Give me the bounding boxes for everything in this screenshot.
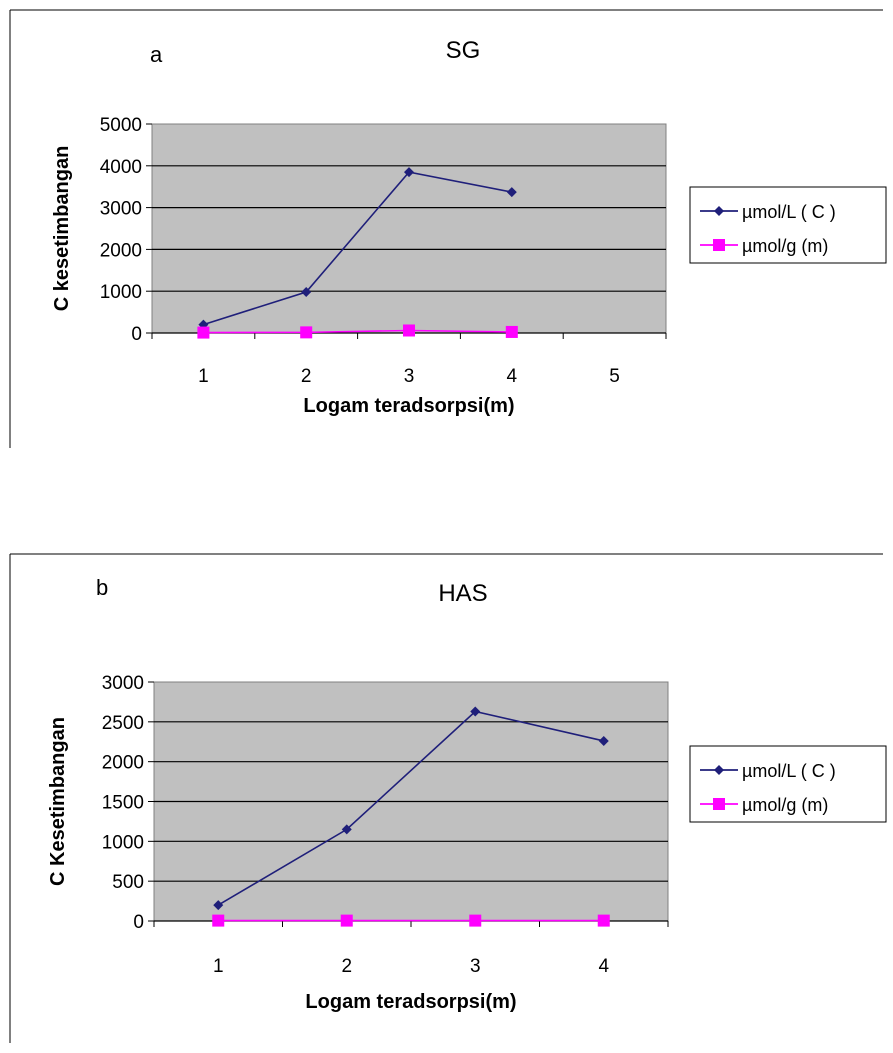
legend-marker-square (713, 239, 725, 251)
legend-marker-diamond (714, 206, 724, 216)
y-tick-label: 1000 (102, 832, 144, 853)
y-tick-label: 1500 (102, 793, 144, 814)
y-tick-label: 1000 (100, 282, 142, 303)
y-tick-label: 5000 (100, 115, 142, 136)
y-tick-label: 2000 (102, 753, 144, 774)
y-tick-label: 3000 (100, 199, 142, 220)
y-tick-label: 0 (133, 912, 144, 933)
plot-area (151, 123, 667, 334)
legend-label: µmol/L ( C ) (742, 202, 836, 222)
x-tick-label: 3 (470, 956, 481, 977)
data-point-square (300, 326, 313, 339)
data-point-diamond (506, 187, 517, 198)
chart-title: SG (446, 37, 481, 64)
chart-has: 3000 2500 2000 1500 1000 500 0 1 2 3 4 b HAS C Keseti… (9, 553, 887, 1043)
data-point-square (469, 914, 482, 927)
series-line (203, 329, 512, 334)
data-point-diamond (301, 287, 312, 298)
data-point-diamond (404, 167, 414, 178)
data-point-diamond (341, 824, 352, 835)
series-line (203, 171, 512, 326)
data-point-diamond (213, 900, 224, 911)
y-tick-label: 2000 (100, 240, 142, 261)
data-point-diamond (470, 706, 481, 717)
x-tick-label: 2 (341, 956, 352, 977)
panel-label: b (96, 575, 108, 600)
panel-label: a (150, 42, 163, 67)
y-axis-label: C Kesetimbangan (47, 717, 69, 886)
y-tick-label: 2500 (102, 713, 144, 734)
data-point-square (197, 326, 210, 339)
data-point-square (505, 325, 518, 338)
legend-label: µmol/g (m) (742, 236, 828, 256)
chart-title: HAS (438, 580, 487, 607)
y-tick-label: 4000 (100, 157, 142, 178)
x-tick-label: 4 (507, 366, 518, 387)
series-line (217, 710, 604, 906)
x-tick-label: 5 (609, 366, 620, 387)
y-tick-label: 500 (112, 872, 144, 893)
x-tick-label: 1 (198, 366, 209, 387)
data-point-square (403, 324, 415, 337)
y-axis-label: C kesetimbangan (51, 146, 73, 312)
x-tick-label: 3 (404, 366, 415, 387)
chart-sg: 5000 4000 3000 2000 1000 0 1 2 3 4 5 a SG C kesetimba… (9, 9, 887, 448)
x-tick-label: 4 (598, 956, 609, 977)
chart-panel-sg: 5000 4000 3000 2000 1000 0 1 2 3 4 5 a SG C kesetimba… (0, 0, 893, 460)
data-point-square (212, 914, 225, 927)
legend-marker-diamond (714, 765, 724, 775)
legend-label: µmol/g (m) (742, 795, 828, 815)
x-tick-label: 1 (213, 956, 224, 977)
legend-label: µmol/L ( C ) (742, 761, 836, 781)
y-tick-label: 3000 (102, 673, 144, 694)
data-point-diamond (598, 735, 609, 746)
y-tick-label: 0 (131, 324, 142, 345)
chart-panel-has: 3000 2500 2000 1500 1000 500 0 1 2 3 4 b HAS C Keseti… (0, 548, 893, 1053)
x-tick-label: 2 (301, 366, 312, 387)
data-point-square (340, 914, 353, 927)
data-point-square (597, 914, 610, 927)
legend-marker-square (713, 798, 725, 810)
x-axis-label: Logam teradsorpsi(m) (303, 395, 514, 417)
x-axis-label: Logam teradsorpsi(m) (305, 991, 516, 1013)
